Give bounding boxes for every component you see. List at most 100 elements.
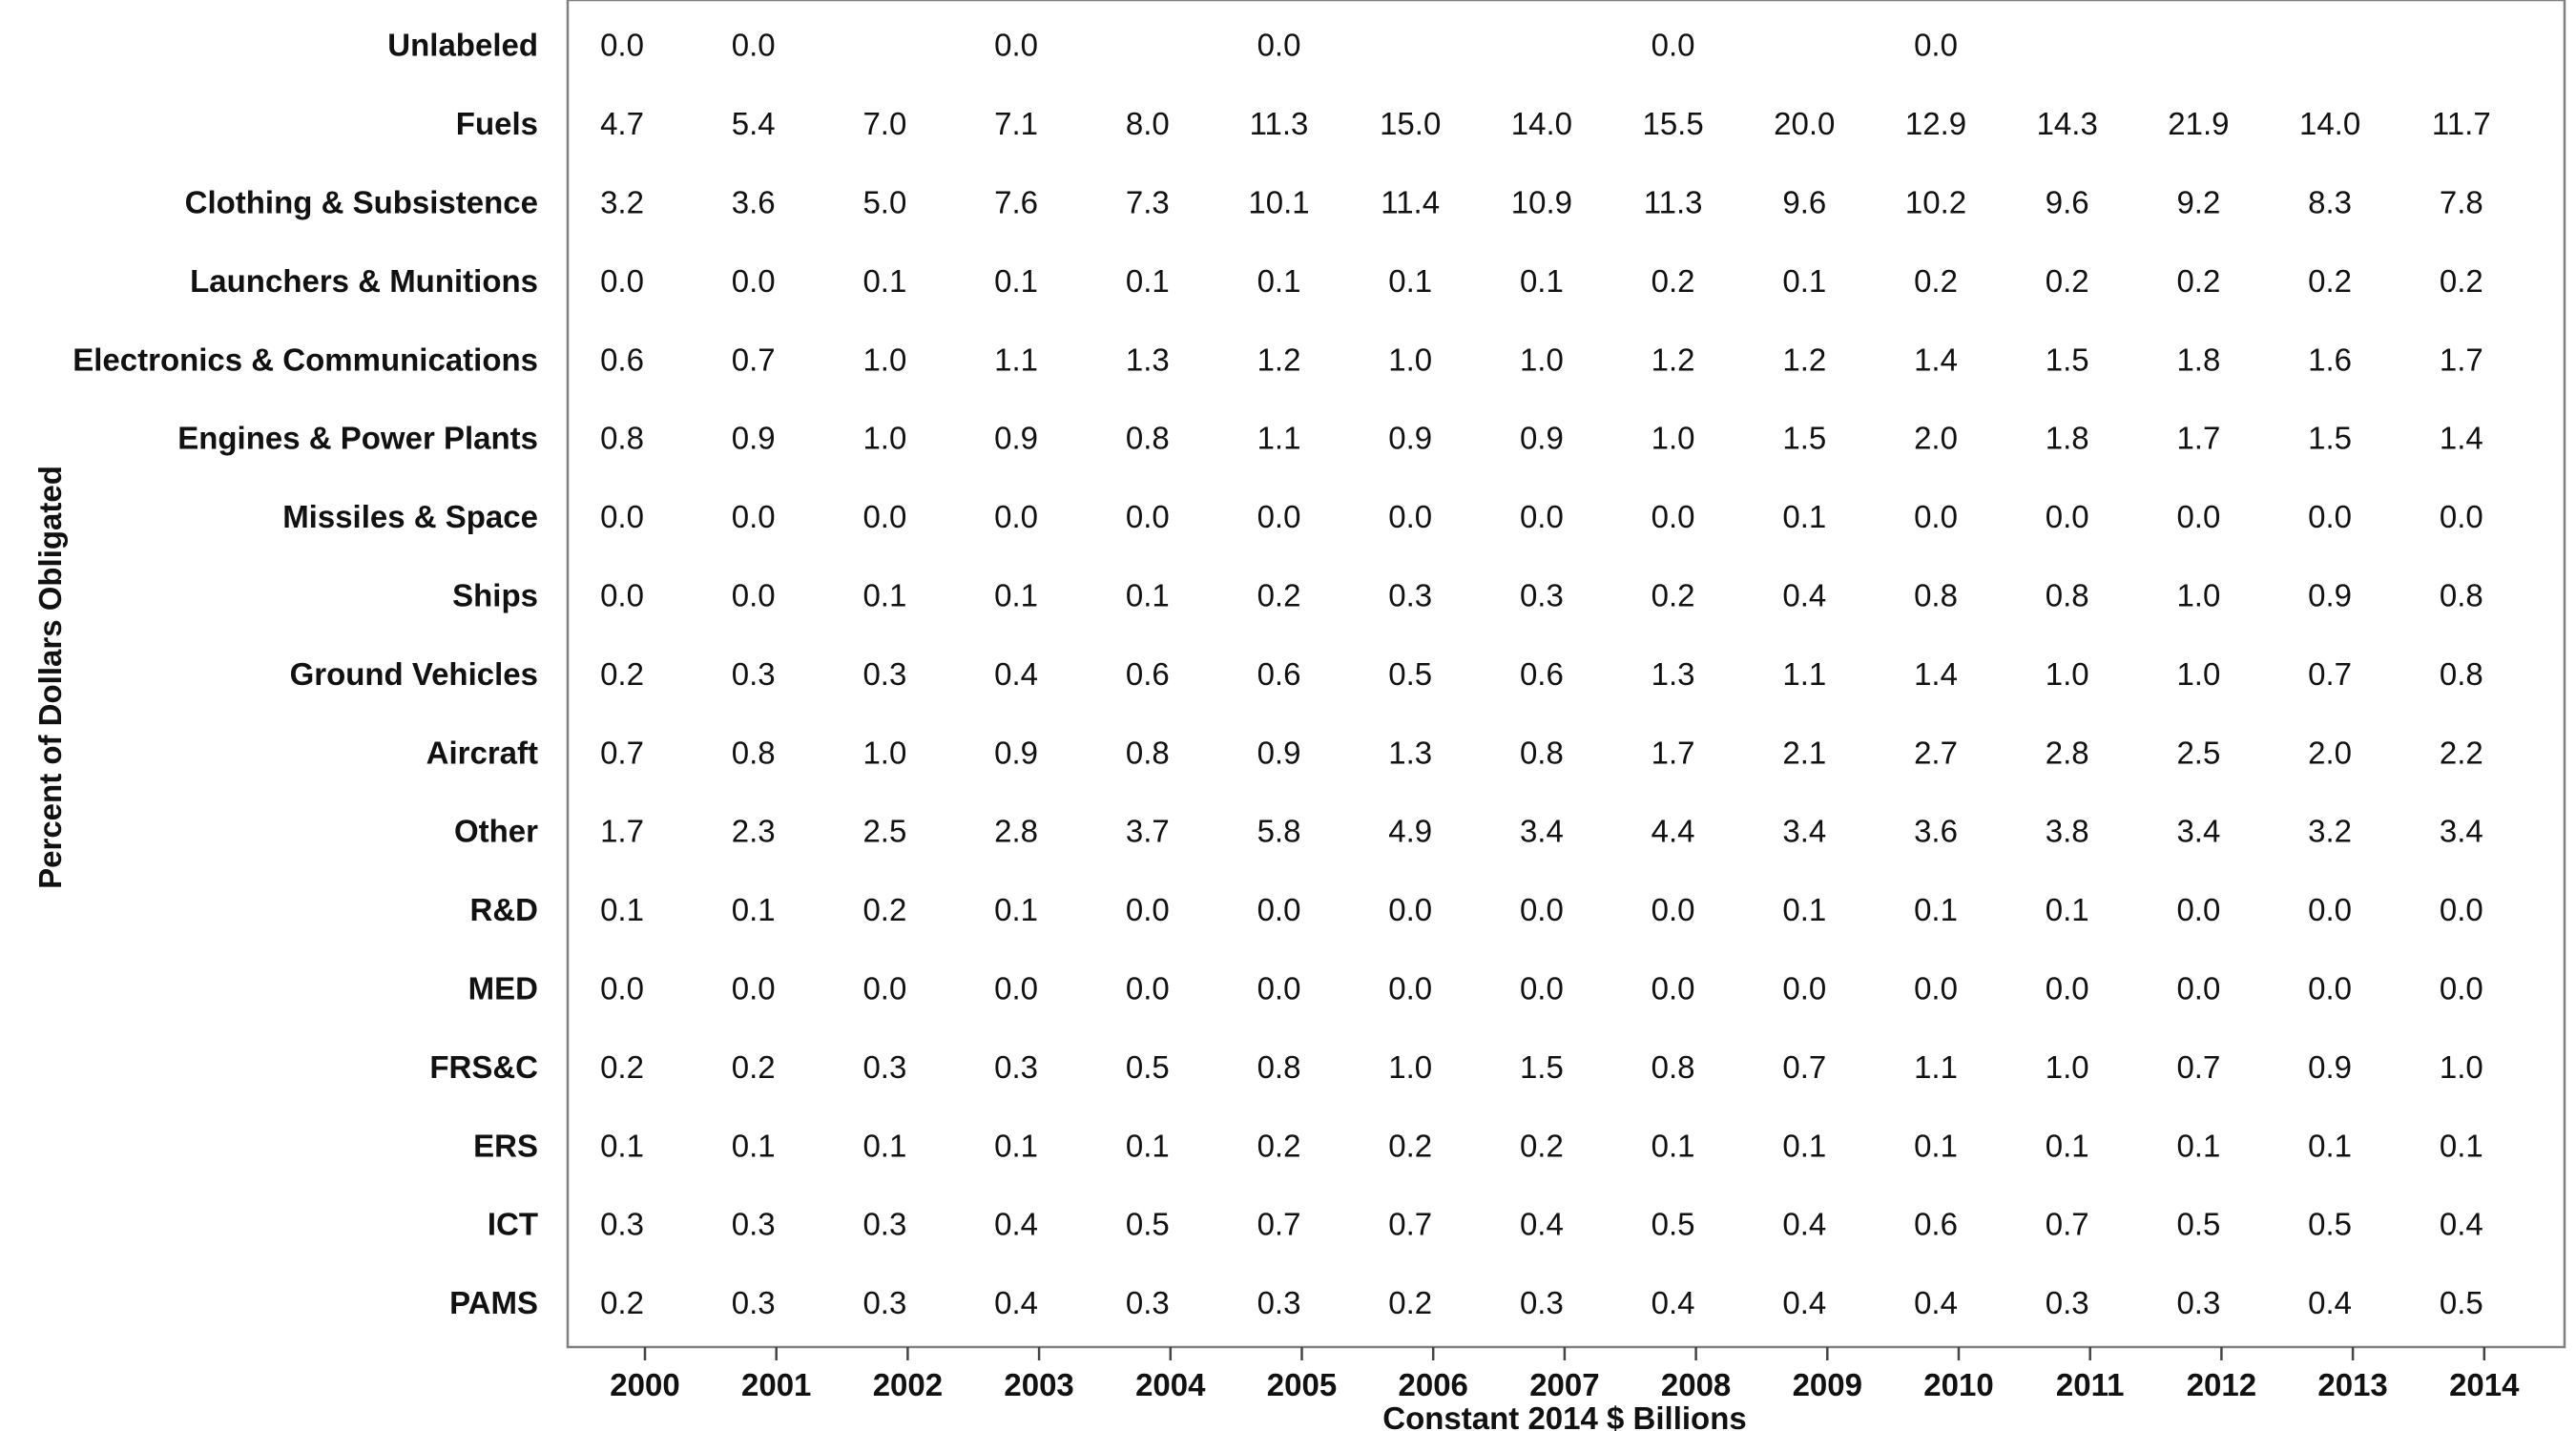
table-cell: 1.0 [2046,1049,2089,1085]
table-cell: 0.0 [1652,28,1695,63]
table-cell: 0.7 [1388,1207,1432,1242]
row-label: Unlabeled [387,28,538,63]
table-cell: 3.6 [732,185,776,220]
x-tick-label: 2003 [1004,1367,1073,1402]
table-cell: 0.1 [1520,263,1564,299]
table-cell: 1.4 [2440,421,2483,456]
table-cell: 10.2 [1905,185,1966,220]
x-axis-label: Constant 2014 $ Billions [1382,1400,1746,1431]
table-cell: 0.2 [2046,263,2089,299]
table-cell: 8.0 [1126,106,1170,141]
table-cell: 0.0 [1257,892,1301,927]
table-cell: 1.4 [1914,342,1958,377]
table-cell: 0.3 [732,1207,776,1242]
plot-panel [566,0,2566,1349]
table-cell: 0.0 [1126,499,1170,534]
table-cell: 0.4 [994,1207,1038,1242]
table-cell: 9.6 [2046,185,2089,220]
table-cell: 0.0 [2046,971,2089,1006]
x-tick-label: 2014 [2449,1367,2520,1402]
table-cell: 0.2 [1914,263,1958,299]
table-cell: 0.4 [2440,1207,2483,1242]
table-cell: 4.4 [1652,814,1695,849]
y-axis-label: Percent of Dollars Obligated [32,466,68,889]
table-cell: 0.2 [600,1049,644,1085]
table-cell: 0.7 [1782,1049,1826,1085]
table-cell: 0.5 [2308,1207,2352,1242]
table-cell: 0.0 [732,971,776,1006]
table-cell: 1.0 [1520,342,1564,377]
table-cell: 0.0 [2176,892,2220,927]
table-cell: 1.1 [1257,421,1301,456]
table-cell: 2.8 [2046,735,2089,770]
x-tick-label: 2012 [2187,1367,2256,1402]
table-cell: 0.0 [994,499,1038,534]
table-cell: 10.9 [1511,185,1572,220]
table-cell: 0.2 [1388,1285,1432,1320]
table-cell: 5.0 [862,185,906,220]
table-cell: 0.0 [732,578,776,613]
table-cell: 3.6 [1914,814,1958,849]
table-cell: 0.1 [1914,892,1958,927]
table-cell: 0.0 [1652,892,1695,927]
row-label: PAMS [449,1285,538,1320]
table-cell: 0.1 [994,1128,1038,1163]
table-cell: 0.4 [1782,1207,1826,1242]
table-cell: 11.3 [1644,185,1703,220]
table-cell: 11.3 [1250,106,1309,141]
table-cell: 1.1 [1782,656,1826,692]
table-cell: 0.7 [2308,656,2352,692]
table-cell: 0.3 [994,1049,1038,1085]
table-cell: 3.4 [2440,814,2483,849]
table-cell: 0.2 [600,656,644,692]
table-cell: 2.2 [2440,735,2483,770]
table-cell: 0.8 [2440,578,2483,613]
table-cell: 0.0 [732,263,776,299]
table-cell: 0.5 [2440,1285,2483,1320]
table-cell: 0.0 [862,971,906,1006]
table-cell: 1.2 [1782,342,1826,377]
table-cell: 0.1 [1782,499,1826,534]
table-cell: 7.1 [994,106,1038,141]
table-cell: 0.0 [1652,971,1695,1006]
table-cell: 1.7 [2176,421,2220,456]
table-cell: 1.5 [1782,421,1826,456]
table-cell: 1.0 [862,342,906,377]
table-cell: 0.3 [600,1207,644,1242]
table-cell: 1.0 [1652,421,1695,456]
table-cell: 0.2 [1388,1128,1432,1163]
row-labels: Unlabeled Fuels Clothing & Subsistence Laun… [73,28,538,1320]
table-cell: 7.3 [1126,185,1170,220]
table-cell: 0.2 [732,1049,776,1085]
row-label: Aircraft [426,735,538,770]
table-cell: 0.7 [600,735,644,770]
table-cell: 0.0 [600,28,644,63]
table-cell: 0.7 [732,342,776,377]
table-cell: 0.0 [1126,971,1170,1006]
table-cell: 0.1 [2440,1128,2483,1163]
table-cell: 0.8 [732,735,776,770]
table-cell: 20.0 [1774,106,1835,141]
table-cell: 0.8 [1257,1049,1301,1085]
table-cell: 0.1 [862,1128,906,1163]
table-cell: 12.9 [1905,106,1966,141]
table-cell: 0.0 [2308,892,2352,927]
table-cell: 11.7 [2432,106,2491,141]
table-cell: 0.1 [600,1128,644,1163]
table-cell: 0.2 [2440,263,2483,299]
table-cell: 2.5 [2176,735,2220,770]
table-cell: 3.4 [2176,814,2220,849]
table-cell: 0.1 [1914,1128,1958,1163]
table-cell: 1.0 [2046,656,2089,692]
table-cell: 0.0 [994,971,1038,1006]
table-cell: 0.3 [1520,578,1564,613]
table-cell: 1.6 [2308,342,2352,377]
table-cell: 0.0 [732,499,776,534]
table-cell: 2.0 [1914,421,1958,456]
table-cell: 14.0 [2299,106,2360,141]
table-cell: 1.0 [1388,342,1432,377]
table-cell: 0.4 [1782,578,1826,613]
table-cell: 0.8 [1520,735,1564,770]
table-cell: 1.0 [2176,656,2220,692]
x-tick-label: 2004 [1135,1367,1206,1402]
